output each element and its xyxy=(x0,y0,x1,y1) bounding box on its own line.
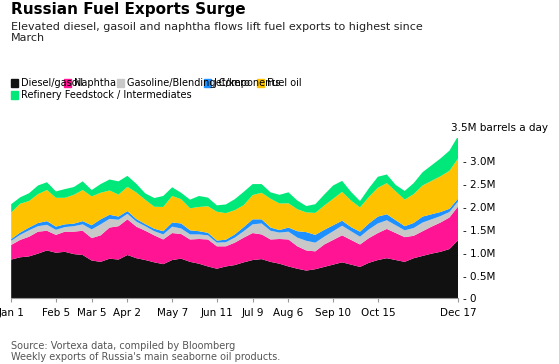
Text: Fuel oil: Fuel oil xyxy=(267,78,301,88)
Text: Russian Fuel Exports Surge: Russian Fuel Exports Surge xyxy=(11,2,246,17)
Text: Diesel/gasoil: Diesel/gasoil xyxy=(21,78,83,88)
Text: Source: Vortexa data, compiled by Bloomberg
Weekly exports of Russia's main seab: Source: Vortexa data, compiled by Bloomb… xyxy=(11,341,281,362)
Text: 3.5M barrels a day: 3.5M barrels a day xyxy=(451,123,548,133)
Text: Gasoline/Blending Components: Gasoline/Blending Components xyxy=(127,78,280,88)
Text: Jet/kero: Jet/kero xyxy=(214,78,250,88)
Text: Refinery Feedstock / Intermediates: Refinery Feedstock / Intermediates xyxy=(21,90,191,100)
Text: Naphtha: Naphtha xyxy=(74,78,116,88)
Text: Elevated diesel, gasoil and naphtha flows lift fuel exports to highest since
Mar: Elevated diesel, gasoil and naphtha flow… xyxy=(11,22,423,43)
